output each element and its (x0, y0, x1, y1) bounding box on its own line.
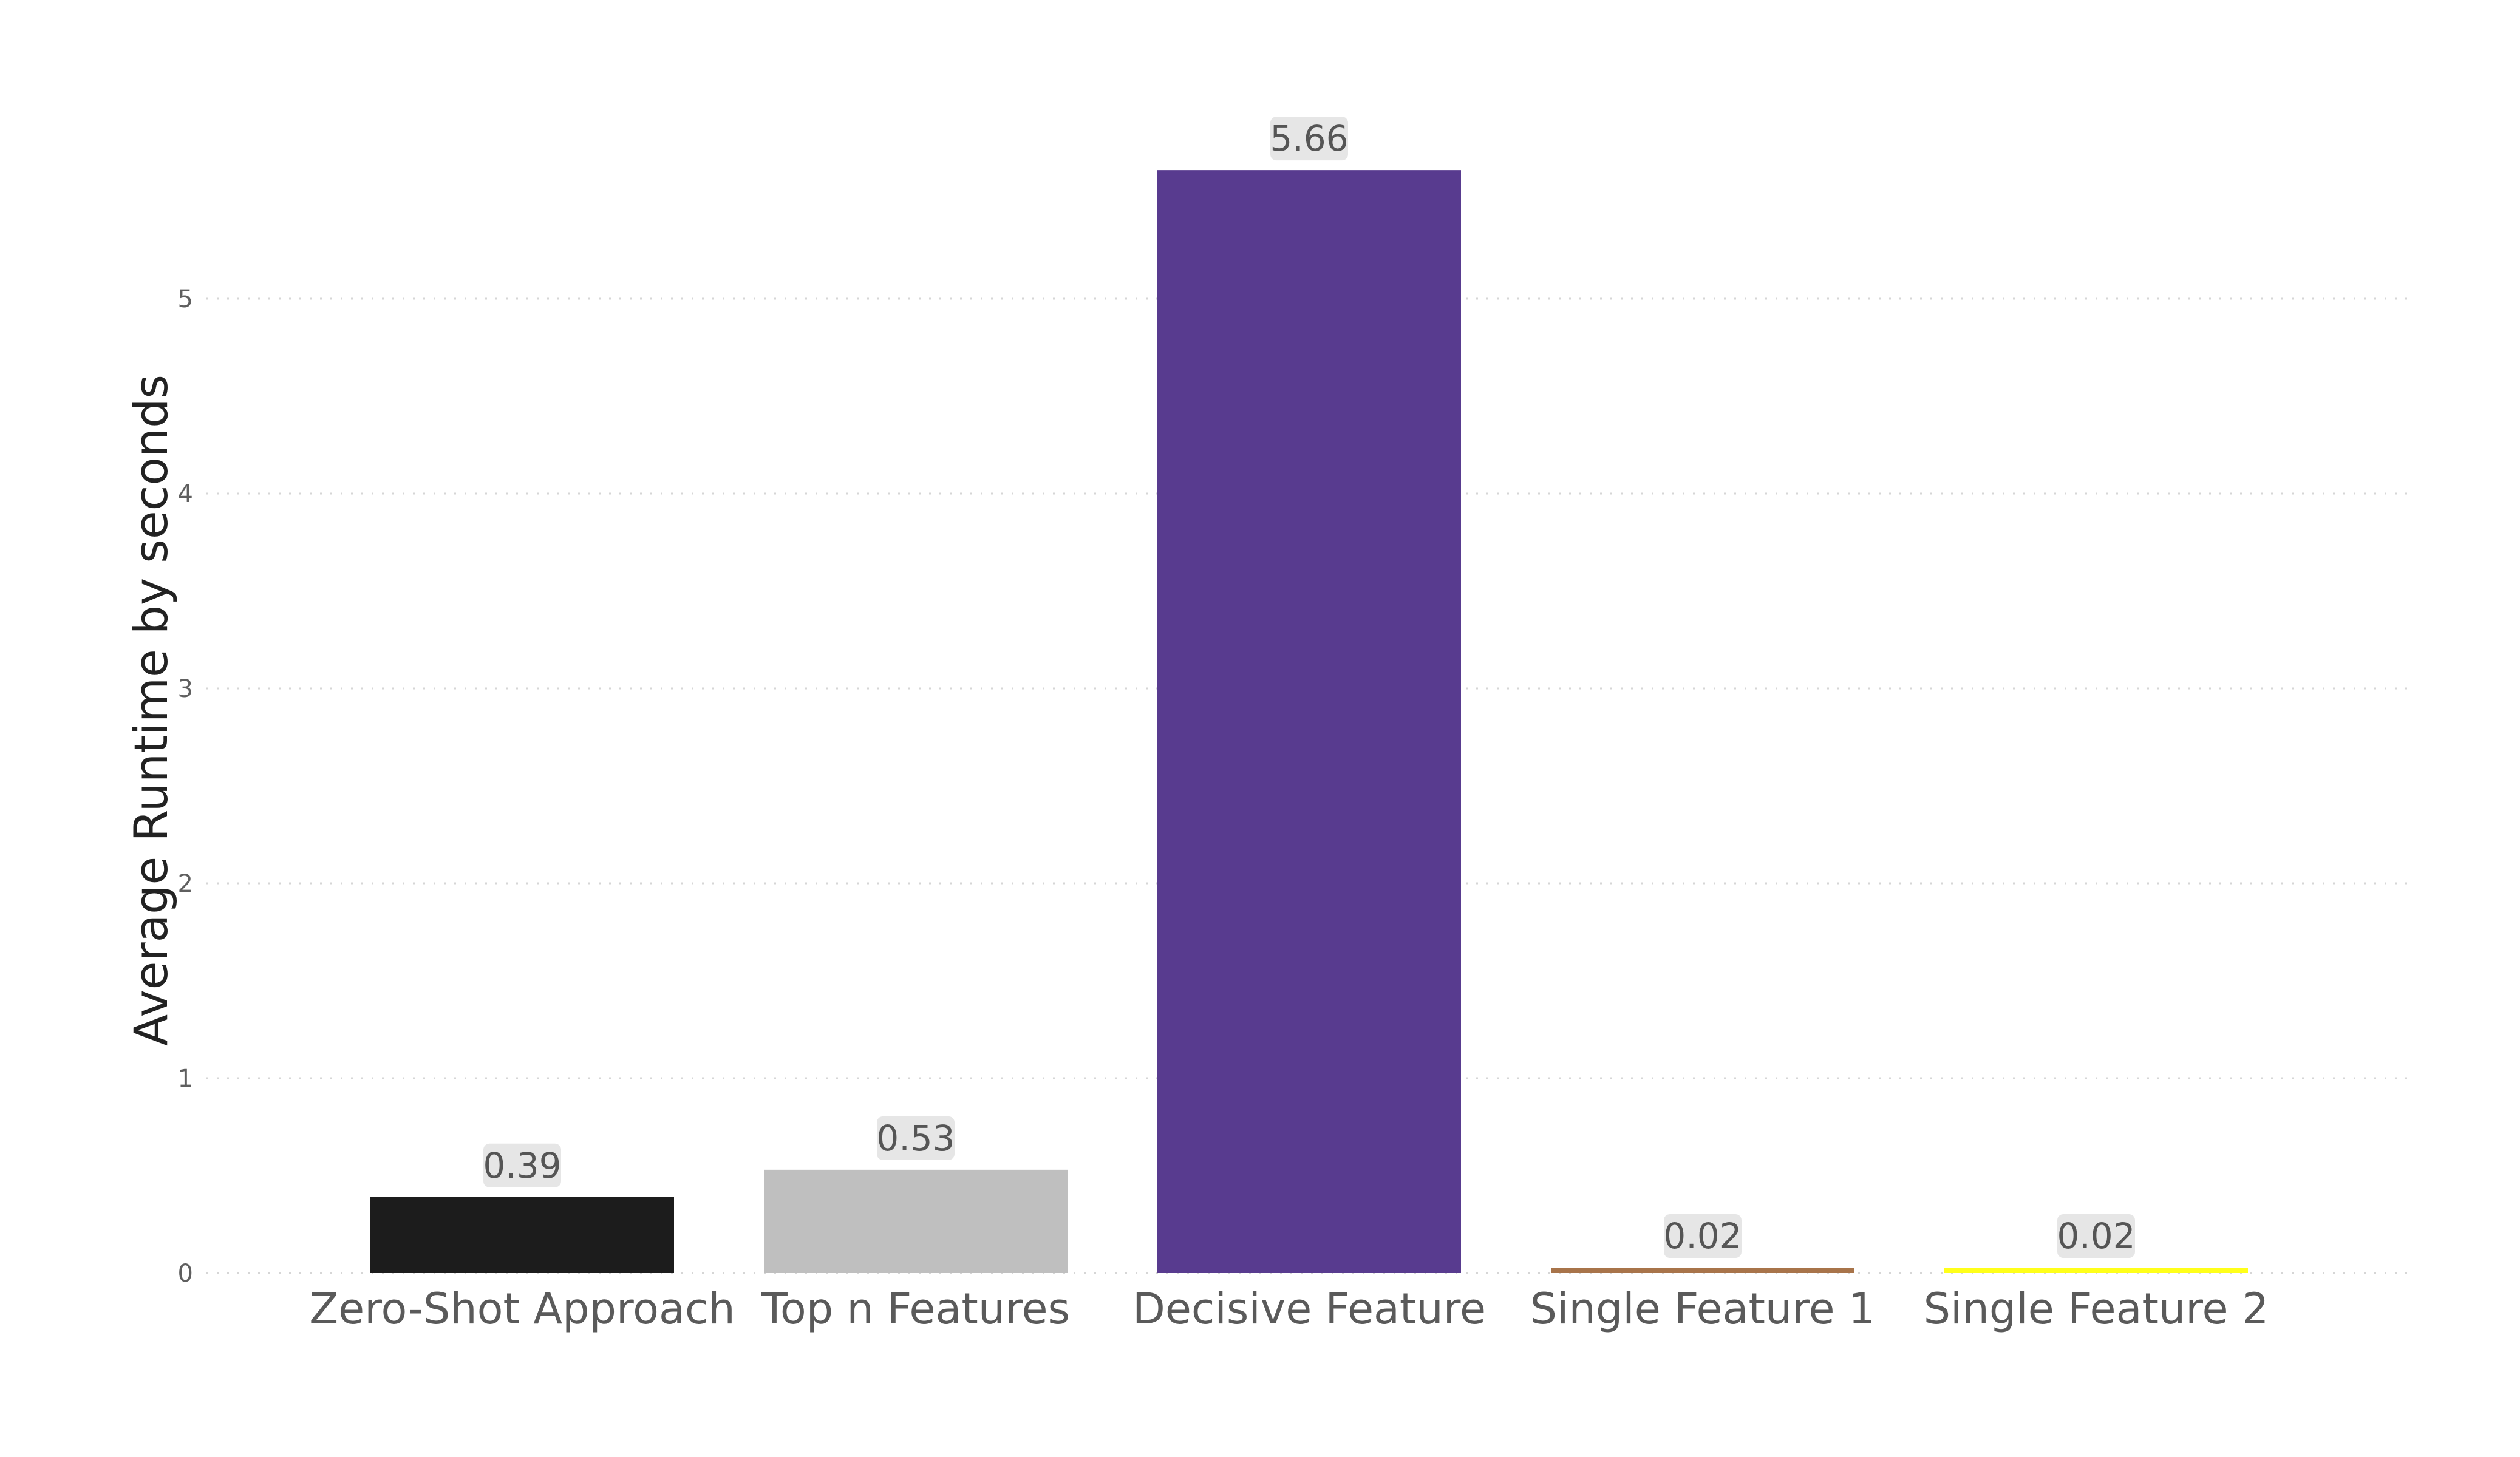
x-tick-label: Top n Features (761, 1284, 1070, 1334)
data-label-background (877, 1116, 955, 1160)
x-tick-label: Single Feature 2 (1924, 1284, 2269, 1334)
bar[interactable] (370, 1197, 674, 1273)
bar[interactable] (764, 1169, 1068, 1273)
x-tick-label: Decisive Feature (1132, 1284, 1486, 1334)
bar[interactable] (1551, 1268, 1854, 1273)
y-tick-label: 1 (178, 1065, 193, 1093)
y-axis-label: Average Runtime by seconds (124, 375, 178, 1046)
x-tick-label: Zero-Shot Approach (309, 1284, 735, 1334)
y-tick-label: 0 (178, 1260, 193, 1288)
y-tick-label: 5 (178, 285, 193, 313)
bar[interactable] (1944, 1268, 2248, 1273)
x-axis-ticks: Zero-Shot Approach Top n Features Decisive… (309, 1284, 2269, 1334)
data-label: 0.02 (1663, 1215, 1742, 1257)
data-label-background (1270, 117, 1348, 161)
data-label-background (2057, 1214, 2135, 1258)
y-tick-label: 4 (178, 480, 193, 508)
data-label: 5.66 (1270, 118, 1348, 159)
bar[interactable] (1157, 170, 1461, 1273)
data-label-background (483, 1143, 561, 1187)
data-label: 0.39 (483, 1145, 561, 1186)
y-axis-ticks: 0 1 2 3 4 5 (178, 285, 193, 1288)
data-label-background (1664, 1214, 1742, 1258)
data-labels: 0.39 0.53 5.66 0.02 0.02 (483, 117, 2136, 1258)
bars (370, 170, 2248, 1273)
y-tick-label: 2 (178, 870, 193, 898)
x-tick-label: Single Feature 1 (1530, 1284, 1876, 1334)
data-label: 0.53 (876, 1118, 955, 1159)
y-tick-label: 3 (178, 675, 193, 703)
data-label: 0.02 (2057, 1215, 2135, 1257)
